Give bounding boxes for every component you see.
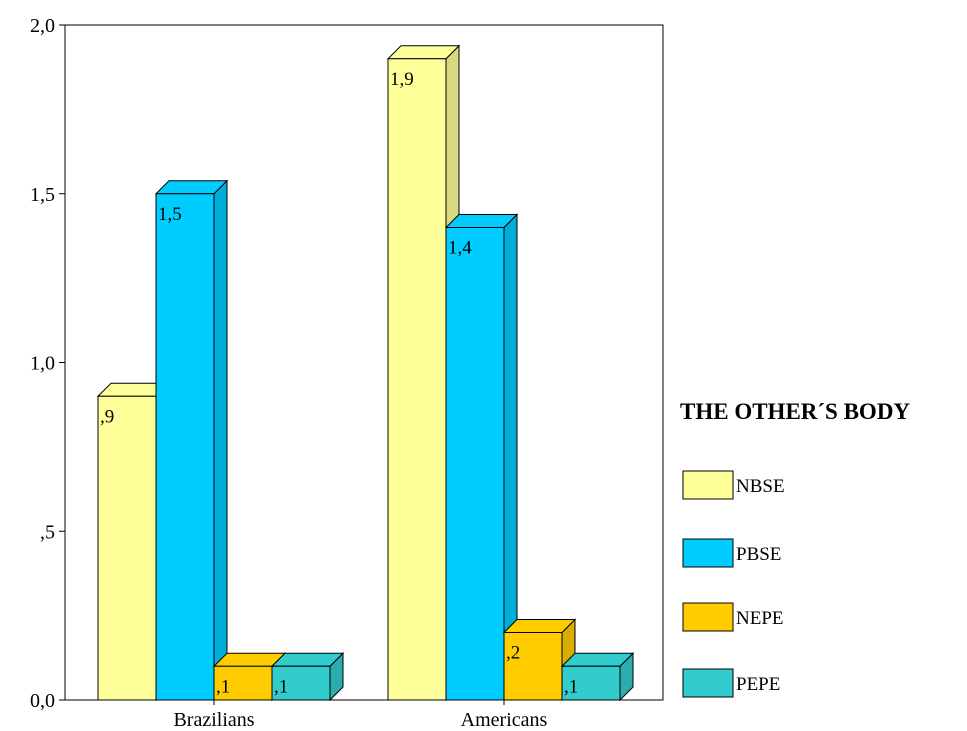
bar-front-face: [445, 227, 505, 701]
x-category-label: Brazilians: [173, 709, 254, 731]
bar-front-face: [213, 665, 273, 701]
legend-label: PBSE: [736, 544, 781, 565]
bar-top-face: [560, 652, 635, 667]
bar-front-face: [387, 58, 447, 701]
legend-swatch: [682, 470, 734, 500]
legend-item-pbse: PBSE: [682, 538, 781, 568]
bar-top-face: [154, 180, 229, 195]
bar-top-face: [502, 619, 577, 633]
bar-top-face: [386, 45, 461, 60]
bar-top-face: [270, 652, 345, 667]
legend-label: PEPE: [736, 674, 780, 695]
legend-title: THE OTHER´S BODY: [680, 399, 910, 424]
bar-value-label: 1,9: [390, 69, 414, 90]
value-labels-group: ,9 1,5 ,1 ,1 1,9 1,4 ,2 ,1: [100, 69, 578, 698]
bar-front-face: [503, 632, 563, 701]
bar-pepe-brazilians: [270, 652, 345, 702]
bar-front-face: [155, 193, 215, 701]
y-tick-label: 2,0: [30, 15, 55, 37]
bar-front-face: [97, 395, 157, 701]
bar-front-face: [561, 665, 621, 701]
legend-item-nbse: NBSE: [682, 470, 785, 500]
bar-top-face: [444, 214, 519, 228]
x-category-label: Americans: [461, 709, 548, 731]
bar-value-label: ,2: [506, 643, 520, 664]
x-axis: Brazilians Americans: [173, 700, 548, 731]
y-tick-label: 1,0: [30, 353, 55, 375]
bar-value-label: ,1: [564, 676, 578, 697]
legend-items: NBSE PBSE NEPE PEPE: [682, 470, 785, 698]
legend-label: NBSE: [736, 476, 785, 497]
legend-swatch: [682, 602, 734, 632]
bar-value-label: 1,4: [448, 238, 472, 259]
legend-item-pepe: PEPE: [682, 668, 780, 698]
legend-item-nepe: NEPE: [682, 602, 784, 632]
bar-pbse-americans: [444, 213, 519, 702]
bar-pbse-brazilians: [154, 179, 229, 702]
bar-value-label: ,1: [216, 676, 230, 697]
y-tick-label: 0,0: [30, 690, 55, 712]
bar-side-face: [213, 179, 228, 702]
bar-pepe-americans: [560, 652, 635, 702]
y-tick-label: ,5: [40, 521, 55, 543]
legend-swatch: [682, 668, 734, 698]
bars-group: [96, 44, 635, 702]
bar-value-label: 1,5: [158, 204, 182, 225]
y-axis: 0,0 ,5 1,0 1,5 2,0: [30, 15, 65, 712]
legend: THE OTHER´S BODY NBSE PBSE NEPE PEPE: [680, 399, 910, 698]
legend-swatch: [682, 538, 734, 568]
y-tick-label: 1,5: [30, 184, 55, 206]
bar-front-face: [271, 665, 331, 701]
legend-label: NEPE: [736, 608, 784, 629]
bar-value-label: ,1: [274, 676, 288, 697]
bar-value-label: ,9: [100, 406, 114, 427]
